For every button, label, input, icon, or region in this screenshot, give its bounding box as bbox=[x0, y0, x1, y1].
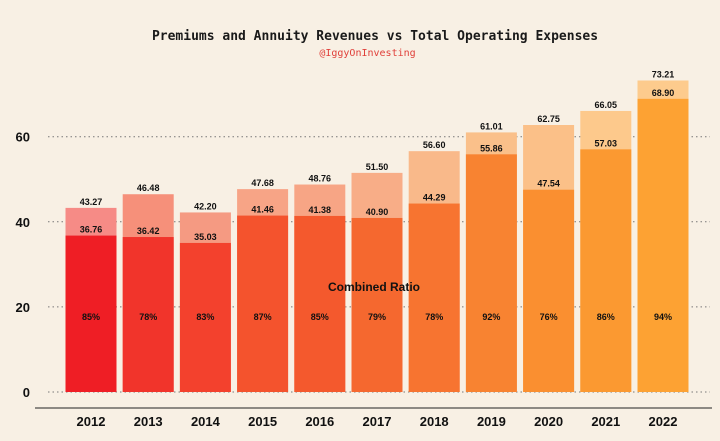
data-label-expense: 47.54 bbox=[537, 179, 560, 189]
data-label-expense: 44.29 bbox=[423, 193, 446, 203]
combined-ratio-label: 76% bbox=[540, 312, 558, 322]
x-tick-label: 2017 bbox=[363, 414, 392, 429]
combined-ratio-label: 78% bbox=[425, 312, 443, 322]
chart-title: Premiums and Annuity Revenues vs Total O… bbox=[151, 29, 599, 44]
x-tick-label: 2020 bbox=[534, 414, 563, 429]
data-label-expense: 68.90 bbox=[652, 88, 675, 98]
bar-expense bbox=[237, 215, 289, 392]
y-tick-label: 40 bbox=[16, 215, 30, 230]
bar-expense bbox=[465, 154, 517, 392]
bar-expense bbox=[523, 189, 575, 392]
data-label-expense: 40.90 bbox=[366, 207, 389, 217]
x-tick-label: 2015 bbox=[248, 414, 277, 429]
data-label-revenue: 51.50 bbox=[366, 162, 389, 172]
x-tick-label: 2014 bbox=[191, 414, 221, 429]
x-tick-label: 2018 bbox=[420, 414, 449, 429]
x-tick-label: 2021 bbox=[591, 414, 620, 429]
combined-ratio-label: 92% bbox=[482, 312, 500, 322]
data-label-expense: 36.42 bbox=[137, 226, 160, 236]
data-label-revenue: 73.21 bbox=[652, 69, 675, 79]
combined-ratio-label: 85% bbox=[82, 312, 100, 322]
bar-expense bbox=[637, 98, 689, 392]
x-tick-label: 2013 bbox=[134, 414, 163, 429]
combined-ratio-label: 83% bbox=[196, 312, 214, 322]
data-label-revenue: 46.48 bbox=[137, 183, 160, 193]
data-label-revenue: 62.75 bbox=[537, 114, 560, 124]
combined-ratio-label: 86% bbox=[597, 312, 615, 322]
data-label-expense: 36.76 bbox=[80, 225, 103, 235]
bar-expense bbox=[294, 215, 346, 392]
combined-ratio-label: 85% bbox=[311, 312, 329, 322]
y-tick-label: 20 bbox=[16, 300, 30, 315]
data-label-revenue: 43.27 bbox=[80, 197, 103, 207]
combined-ratio-label: 79% bbox=[368, 312, 386, 322]
x-tick-label: 2019 bbox=[477, 414, 506, 429]
bar-expense bbox=[580, 149, 632, 392]
combined-ratio-label: 78% bbox=[139, 312, 157, 322]
chart-subtitle: @IggyOnInvesting bbox=[319, 48, 416, 59]
data-label-expense: 35.03 bbox=[194, 232, 217, 242]
x-tick-label: 2022 bbox=[649, 414, 678, 429]
data-label-revenue: 61.01 bbox=[480, 121, 503, 131]
data-label-expense: 55.86 bbox=[480, 143, 503, 153]
bar-expense bbox=[408, 203, 460, 392]
data-label-revenue: 56.60 bbox=[423, 140, 446, 150]
bar-expense bbox=[65, 235, 117, 392]
bar-expense bbox=[179, 242, 231, 392]
y-tick-label: 60 bbox=[16, 130, 30, 145]
data-label-expense: 41.38 bbox=[309, 205, 332, 215]
combined-ratio-annotation: Combined Ratio bbox=[328, 280, 420, 294]
data-label-revenue: 48.76 bbox=[309, 174, 332, 184]
x-tick-label: 2016 bbox=[305, 414, 334, 429]
data-label-revenue: 66.05 bbox=[595, 100, 618, 110]
data-label-revenue: 42.20 bbox=[194, 201, 217, 211]
combined-ratio-label: 87% bbox=[254, 312, 272, 322]
y-tick-label: 0 bbox=[23, 385, 30, 400]
data-label-expense: 57.03 bbox=[595, 138, 618, 148]
bar-expense bbox=[122, 237, 174, 392]
data-label-revenue: 47.68 bbox=[251, 178, 274, 188]
x-tick-label: 2012 bbox=[77, 414, 106, 429]
combined-ratio-label: 94% bbox=[654, 312, 672, 322]
bar-expense bbox=[351, 217, 403, 392]
data-label-expense: 41.46 bbox=[251, 205, 274, 215]
